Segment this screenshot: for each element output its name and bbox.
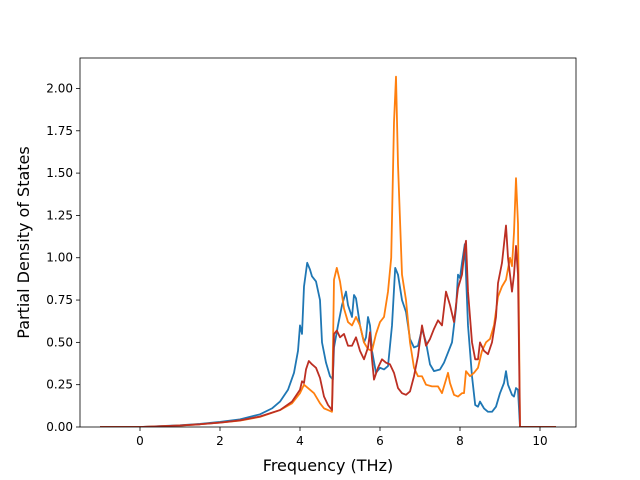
y-tick-label: 1.25 [46,208,73,222]
series-layer [100,75,556,427]
x-axis-label: Frequency (THz) [263,456,393,475]
y-tick-label: 0.75 [46,293,73,307]
y-tick-label: 0.25 [46,378,73,392]
series-line-1 [100,243,556,427]
axes-frame [79,57,577,428]
y-tick-label: 1.00 [46,251,73,265]
x-tick-label: 4 [296,434,304,448]
x-tick-label: 2 [216,434,224,448]
y-tick-label: 2.00 [46,81,73,95]
x-axis-ticks: 0 2 4 6 8 10 [136,427,548,448]
y-tick-label: 0.50 [46,335,73,349]
series-line-3 [100,224,556,427]
y-tick-label: 1.75 [46,124,73,138]
x-tick-label: 10 [532,434,547,448]
y-tick-label: 0.00 [46,420,73,434]
x-tick-label: 0 [136,434,144,448]
x-tick-label: 8 [456,434,464,448]
x-tick-label: 6 [376,434,384,448]
y-tick-label: 1.50 [46,166,73,180]
y-axis-ticks: 0.00 0.25 0.50 0.75 1.00 1.25 1.50 1.75 2.00 [46,81,80,434]
y-axis-label: Partial Density of States [14,146,33,338]
series-line-2 [100,75,556,427]
